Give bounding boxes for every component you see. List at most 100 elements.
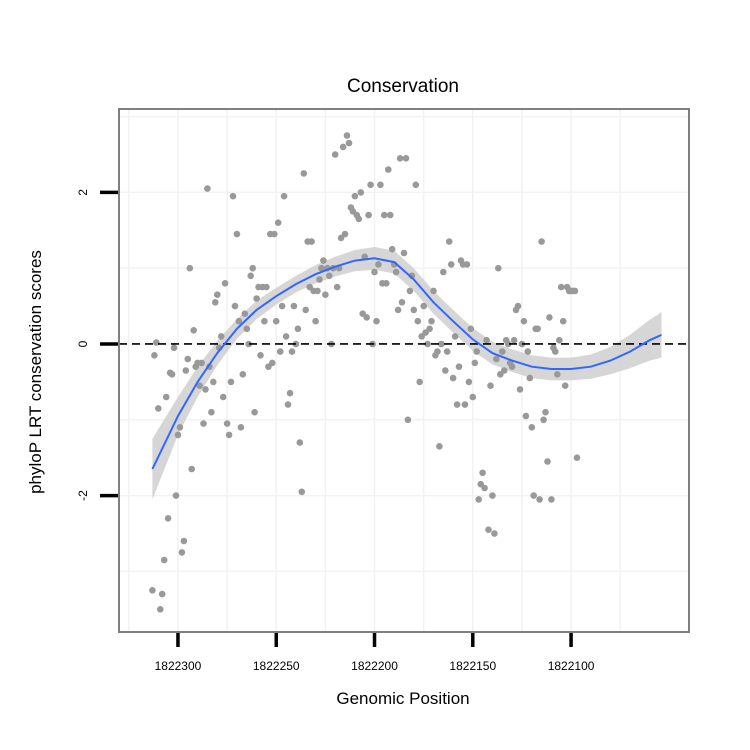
x-tick-label: 1822300 <box>155 659 202 673</box>
data-point <box>312 317 319 325</box>
data-point <box>500 367 508 374</box>
data-point <box>414 317 422 325</box>
data-point <box>296 439 304 446</box>
data-point <box>510 336 518 344</box>
data-point <box>229 192 237 200</box>
data-point <box>282 333 290 340</box>
data-point <box>278 302 286 310</box>
data-point <box>544 458 551 465</box>
x-tick-label: 1822250 <box>253 659 300 673</box>
data-point <box>339 143 347 151</box>
data-point <box>394 306 402 314</box>
data-point <box>412 181 420 189</box>
data-point <box>269 359 276 367</box>
data-point <box>326 272 333 280</box>
x-axis-title: Genomic Position <box>336 689 469 708</box>
data-point <box>428 317 435 325</box>
data-point <box>280 192 288 200</box>
data-point <box>162 393 170 401</box>
data-point <box>245 340 252 348</box>
data-point <box>314 287 321 295</box>
data-point <box>308 238 315 245</box>
x-tick-label: 1822100 <box>548 659 595 673</box>
plot-panel <box>118 108 690 633</box>
data-point <box>345 139 353 147</box>
panel-border <box>118 108 690 633</box>
data-point <box>184 355 192 363</box>
data-point <box>406 287 414 295</box>
data-point <box>196 382 203 390</box>
data-point <box>528 424 536 431</box>
gridlines <box>119 109 689 632</box>
data-point <box>443 348 451 355</box>
data-point <box>465 378 473 386</box>
data-point <box>284 401 292 408</box>
data-point <box>190 327 197 334</box>
data-point <box>485 526 492 533</box>
data-point <box>223 420 231 427</box>
data-point <box>479 469 486 477</box>
data-point <box>263 283 270 291</box>
smooth-line <box>151 257 662 470</box>
data-point <box>540 416 547 424</box>
data-point <box>239 371 247 378</box>
data-point <box>274 219 282 226</box>
data-point <box>453 401 461 408</box>
data-point <box>290 302 298 310</box>
chart-title: Conservation <box>347 76 459 97</box>
data-point <box>424 340 431 348</box>
data-point <box>520 317 528 325</box>
data-point <box>241 310 249 318</box>
data-point <box>357 189 365 196</box>
data-point <box>416 378 424 386</box>
data-point <box>499 348 506 355</box>
data-point <box>467 325 475 333</box>
data-point <box>516 386 524 393</box>
data-point <box>573 454 581 462</box>
data-point <box>204 185 211 192</box>
data-point <box>298 488 306 496</box>
data-point <box>202 386 209 393</box>
data-point <box>257 352 264 359</box>
data-point <box>149 587 156 594</box>
data-point <box>172 492 180 499</box>
data-point <box>168 371 176 378</box>
data-point <box>322 291 329 299</box>
data-point <box>198 359 205 367</box>
data-point <box>182 367 190 374</box>
data-point <box>151 352 158 359</box>
data-point <box>385 166 392 173</box>
data-point <box>534 325 541 333</box>
data-point <box>200 420 207 427</box>
data-point <box>170 344 178 352</box>
data-point <box>375 261 382 268</box>
data-point <box>363 314 371 321</box>
data-point <box>214 291 221 299</box>
data-point <box>442 367 449 374</box>
data-point <box>559 317 567 325</box>
data-point <box>294 325 302 333</box>
data-point <box>365 211 372 219</box>
data-point <box>451 333 459 340</box>
x-axis: 1822300 1822250 1822200 1822150 1822100 <box>155 633 595 673</box>
data-point <box>318 264 325 272</box>
data-point <box>164 515 172 522</box>
data-point <box>402 155 410 162</box>
data-point <box>383 280 390 287</box>
data-point <box>231 302 239 310</box>
data-point <box>538 238 545 245</box>
data-point <box>475 496 483 503</box>
data-point <box>471 359 479 367</box>
x-tick-label: 1822150 <box>449 659 496 673</box>
data-point <box>235 317 243 325</box>
data-point <box>227 378 235 386</box>
data-point <box>208 408 215 416</box>
data-point <box>463 261 471 268</box>
data-point <box>188 465 195 473</box>
data-point <box>355 215 363 223</box>
data-point <box>514 302 522 310</box>
data-point <box>251 408 258 416</box>
data-point <box>483 336 490 344</box>
data-point <box>333 283 341 291</box>
